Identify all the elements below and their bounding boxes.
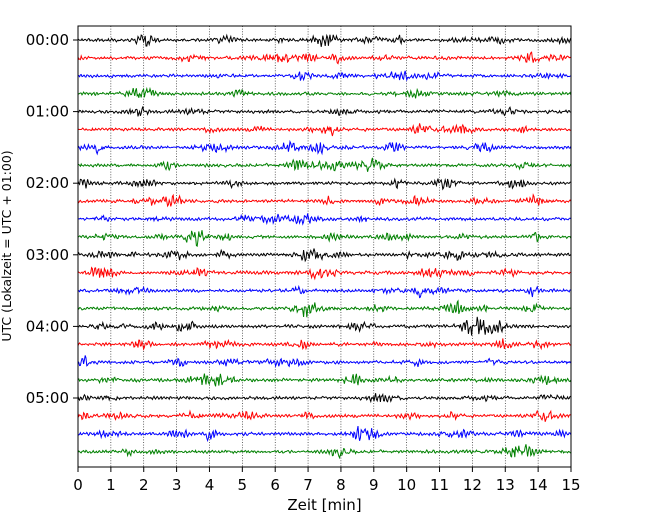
y-tick-label: 05:00: [26, 389, 69, 407]
seismogram-trace: [77, 106, 571, 117]
seismogram-trace: [77, 248, 572, 263]
seismogram-trace: [77, 266, 571, 281]
seismogram-trace: [77, 177, 571, 191]
y-tick-label: 04:00: [26, 317, 69, 335]
x-tick-label: 0: [73, 476, 83, 494]
seismogram-trace: [77, 409, 572, 422]
seismogram-trace: [77, 123, 572, 137]
y-axis-label: UTC (Lokalzeit = UTC + 01:00): [0, 150, 14, 341]
grid-lines: [110, 26, 539, 467]
y-tick-label: 00:00: [26, 31, 69, 49]
x-tick-label: 13: [496, 476, 515, 494]
x-axis-label: Zeit [min]: [287, 496, 361, 514]
seismogram-trace: [77, 51, 572, 65]
seismogram-trace: [77, 425, 572, 443]
seismogram-trace: [77, 157, 572, 172]
x-tick-label: 4: [205, 476, 215, 494]
x-tick-label: 12: [463, 476, 482, 494]
y-tick-label: 01:00: [26, 103, 69, 121]
seismogram-trace: [77, 33, 572, 47]
seismogram-trace: [77, 86, 572, 99]
seismogram-trace: [77, 230, 572, 247]
x-tick-label: 8: [336, 476, 346, 494]
plot-frame: [77, 25, 572, 468]
seismogram-trace: [77, 355, 572, 368]
y-tick-label: 03:00: [26, 246, 69, 264]
seismogram-trace: [77, 373, 572, 387]
seismogram-trace: [77, 70, 572, 82]
seismogram-trace: [77, 338, 572, 351]
seismogram-trace: [77, 139, 572, 156]
x-tick-label: 2: [139, 476, 149, 494]
seismogram-traces: [77, 33, 572, 460]
x-axis: 0 1 2 3 4 5 6 7 8 9 10 11 12 13 14 15: [73, 467, 581, 494]
x-tick-label: 3: [172, 476, 182, 494]
seismogram-trace: [77, 316, 572, 336]
y-tick-label: 02:00: [26, 174, 69, 192]
seismogram-trace: [77, 444, 572, 460]
x-tick-label: 11: [430, 476, 449, 494]
x-tick-label: 5: [238, 476, 248, 494]
seismogram-trace: [77, 193, 572, 208]
x-tick-label: 1: [106, 476, 116, 494]
x-tick-label: 9: [369, 476, 379, 494]
x-tick-label: 7: [303, 476, 313, 494]
seismogram-trace: [77, 284, 571, 299]
y-axis: 00:00 01:00 02:00 03:00 04:00 05:00: [26, 31, 78, 407]
x-tick-label: 10: [397, 476, 416, 494]
seismogram-trace: [77, 213, 572, 226]
seismogram-trace: [77, 392, 572, 404]
x-tick-label: 14: [529, 476, 548, 494]
seismogram-trace: [77, 299, 571, 318]
x-tick-label: 6: [270, 476, 280, 494]
x-tick-label: 15: [561, 476, 580, 494]
